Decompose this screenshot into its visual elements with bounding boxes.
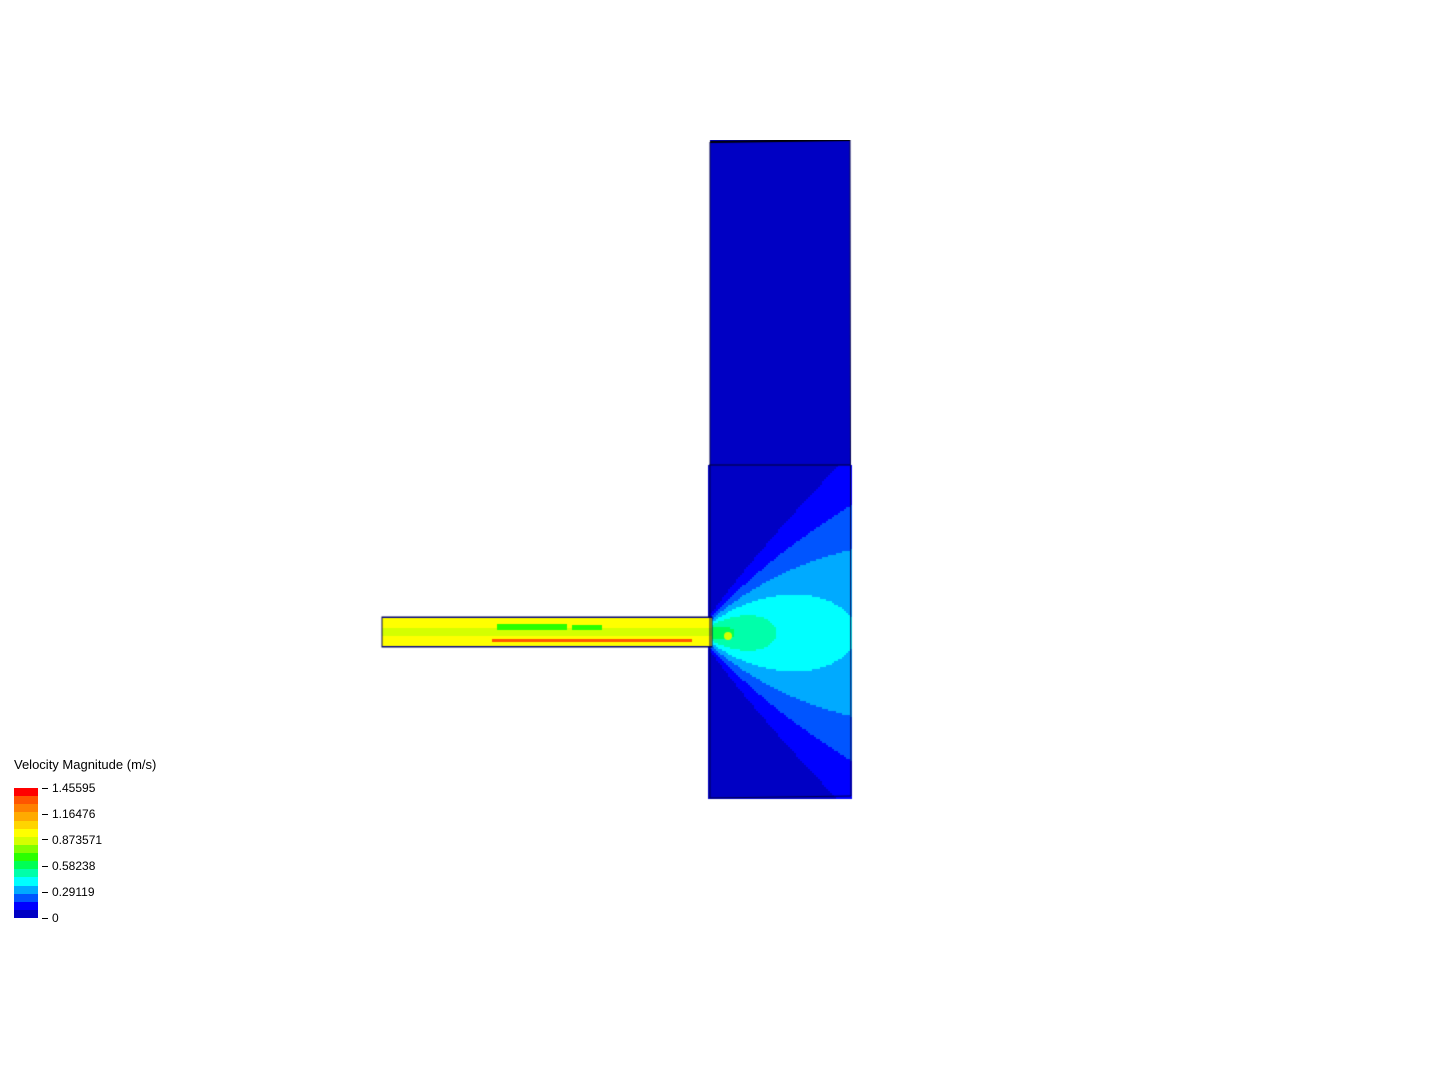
legend-color-segment — [14, 821, 38, 829]
legend-colorbar — [14, 788, 38, 918]
legend-color-segment — [14, 877, 38, 885]
legend-color-segment — [14, 910, 38, 918]
legend-color-segment — [14, 869, 38, 877]
legend-color-segment — [14, 886, 38, 894]
color-legend: Velocity Magnitude (m/s) 1.45595 1.16476 0… — [14, 757, 156, 918]
legend-ticks: 1.455951.164760.8735710.582380.291190 — [42, 788, 122, 918]
legend-color-segment — [14, 812, 38, 820]
legend-color-segment — [14, 804, 38, 812]
legend-color-segment — [14, 853, 38, 861]
legend-tick: 0.29119 — [42, 885, 95, 899]
legend-body: 1.455951.164760.8735710.582380.291190 — [14, 788, 156, 918]
legend-color-segment — [14, 845, 38, 853]
legend-tick: 0.58238 — [42, 859, 95, 873]
legend-color-segment — [14, 788, 38, 796]
cfd-contour-plot — [380, 140, 860, 810]
legend-color-segment — [14, 837, 38, 845]
legend-color-segment — [14, 829, 38, 837]
legend-tick: 0.873571 — [42, 833, 102, 847]
legend-color-segment — [14, 902, 38, 910]
legend-color-segment — [14, 894, 38, 902]
legend-title: Velocity Magnitude (m/s) — [14, 757, 156, 772]
legend-tick: 1.45595 — [42, 781, 95, 795]
legend-tick: 1.16476 — [42, 807, 95, 821]
legend-color-segment — [14, 861, 38, 869]
legend-tick: 0 — [42, 911, 59, 925]
cfd-canvas — [380, 140, 860, 810]
legend-color-segment — [14, 796, 38, 804]
